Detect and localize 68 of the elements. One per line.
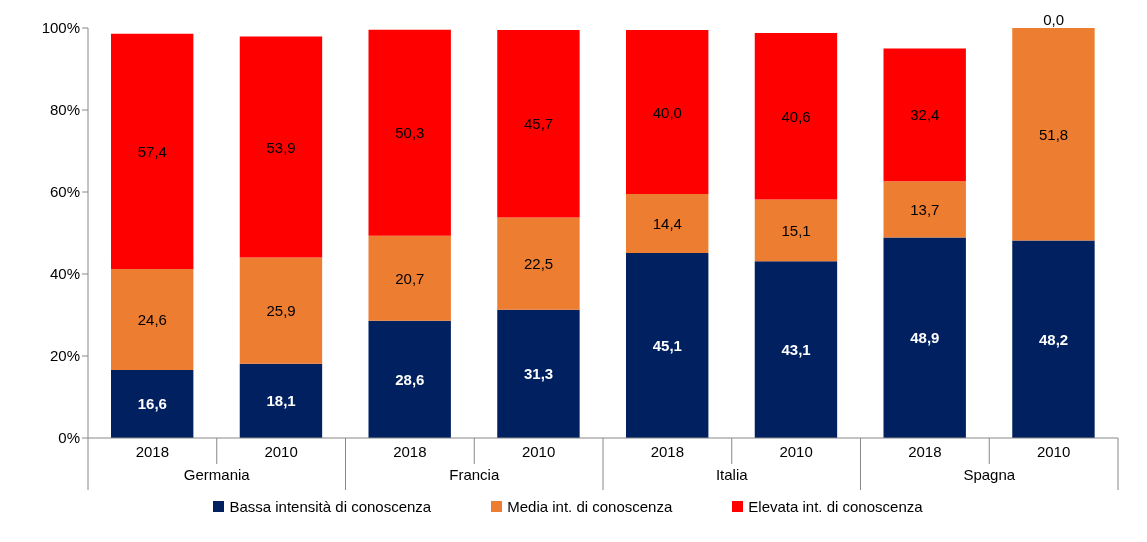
- data-label: 25,9: [266, 302, 296, 320]
- bar: [239, 363, 323, 438]
- data-label: 20,7: [395, 269, 425, 287]
- data-label: 22,5: [524, 255, 554, 273]
- text: Spagna: [962, 466, 1017, 483]
- data-label: 14,4: [652, 215, 682, 233]
- bar: [111, 269, 194, 370]
- legend-label: Bassa intensità di conoscenza: [228, 498, 432, 515]
- data-label: 51,8: [1039, 125, 1069, 143]
- bar: [239, 36, 323, 258]
- bar: [111, 33, 194, 270]
- bar: [111, 369, 194, 438]
- x-tick-label: 2010: [264, 442, 298, 460]
- bar: [239, 257, 323, 364]
- bar: [497, 217, 580, 310]
- bar: [754, 261, 838, 438]
- data-label: 45,1: [652, 337, 682, 355]
- data-label: 0,0: [1043, 10, 1065, 28]
- text: Germania: [182, 466, 251, 483]
- text: Italia: [714, 466, 749, 483]
- x-tick-label: 2018: [393, 442, 427, 460]
- bar: [883, 48, 966, 182]
- bar: [883, 181, 966, 238]
- bar: [754, 32, 838, 200]
- y-tick-label: 0%: [58, 429, 80, 447]
- data-label: 18,1: [266, 392, 296, 410]
- bar: [626, 253, 709, 438]
- data-label: 31,3: [524, 365, 554, 383]
- data-label: 40,0: [652, 103, 682, 121]
- data-label: 45,7: [524, 115, 554, 133]
- data-label: 50,3: [395, 124, 425, 142]
- bar: [368, 29, 451, 236]
- legend-label: Media int. di conoscenza: [506, 498, 673, 515]
- bar: [497, 30, 580, 218]
- data-label: 53,9: [266, 138, 296, 156]
- data-label: 48,2: [1039, 330, 1069, 348]
- data-label: 13,7: [910, 200, 940, 218]
- x-tick-label: 2010: [521, 442, 556, 460]
- bar: [883, 237, 966, 438]
- x-tick-label: 2010: [1036, 442, 1071, 460]
- x-tick-label: 2018: [650, 442, 685, 460]
- x-tick-label: 2018: [908, 442, 942, 460]
- x-tick-label: 2010: [779, 442, 813, 460]
- y-tick-label: 20%: [49, 347, 80, 365]
- bar: [626, 194, 709, 254]
- data-label: 24,6: [137, 311, 167, 329]
- data-label: 43,1: [781, 341, 811, 359]
- data-label: 15,1: [781, 221, 811, 239]
- text: Francia: [448, 466, 501, 483]
- data-label: 28,6: [395, 370, 425, 388]
- data-label: 48,9: [910, 329, 940, 347]
- bar: [1012, 240, 1095, 438]
- y-tick-label: 60%: [49, 183, 80, 201]
- bar: [497, 309, 580, 438]
- y-tick-label: 40%: [49, 265, 80, 283]
- data-label: 32,4: [910, 106, 940, 124]
- data-label: 57,4: [137, 142, 167, 160]
- bar: [626, 30, 709, 195]
- legend-label: Elevata int. di conoscenza: [747, 498, 923, 515]
- bar: [754, 199, 838, 262]
- data-label: 40,6: [781, 107, 811, 125]
- y-tick-label: 100%: [41, 19, 80, 37]
- data-label: 16,6: [137, 395, 167, 413]
- x-tick-label: 2018: [135, 442, 170, 460]
- y-tick-label: 80%: [49, 101, 80, 119]
- bar: [368, 235, 451, 321]
- bar: [1012, 28, 1095, 241]
- bar: [368, 320, 451, 438]
